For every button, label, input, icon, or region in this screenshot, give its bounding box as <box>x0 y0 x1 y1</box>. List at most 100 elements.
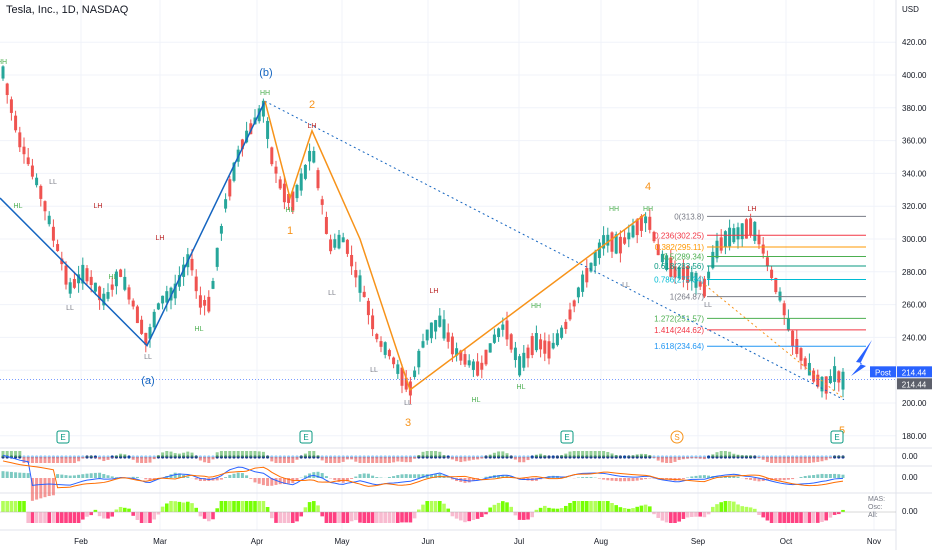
candle-body <box>72 278 76 288</box>
candle-body <box>274 166 278 174</box>
pane3-bar <box>417 509 421 512</box>
candle-body <box>534 333 538 351</box>
price-axis-tick: 300.00 <box>902 235 927 244</box>
post-price-bg <box>897 366 932 378</box>
pane3-bar <box>396 512 400 523</box>
last-price-bg <box>897 378 932 390</box>
pane2-bar <box>316 471 320 478</box>
pane1-bar <box>677 457 681 461</box>
pane1-bar <box>476 457 480 460</box>
pane2-bar <box>631 478 635 482</box>
pane3-bar <box>379 512 383 523</box>
pane1-bar <box>539 453 543 457</box>
pane2-bar <box>413 474 417 478</box>
pane1-bar <box>803 457 807 463</box>
pane1-bar <box>690 457 694 459</box>
pane3-bar <box>664 512 669 523</box>
pane2-line-b <box>2 460 844 489</box>
candle-body <box>820 376 824 392</box>
pane3-bar <box>43 512 47 523</box>
candle-body <box>425 329 429 341</box>
candle-body <box>123 276 127 290</box>
pane3-bar <box>786 512 791 523</box>
pane3-bar <box>60 512 64 523</box>
candle-body <box>215 247 219 267</box>
pane1-bar <box>501 451 505 457</box>
pane3-bar <box>765 512 770 521</box>
pane2-bar <box>287 478 291 484</box>
pane2-bar <box>732 475 736 478</box>
pane2-bar <box>803 476 807 478</box>
pane3-bar <box>408 512 413 523</box>
pane1-bar <box>261 451 265 457</box>
candle-body <box>799 348 803 361</box>
pane1-bar <box>18 451 22 457</box>
pane2-bar <box>194 478 198 480</box>
pane3-bar <box>530 512 534 518</box>
pane1-bar <box>820 457 824 462</box>
pane1-bar <box>673 457 677 462</box>
pane1-bar <box>345 457 349 460</box>
pane2-bar <box>610 478 614 481</box>
candle-body <box>782 303 786 316</box>
pane1-bar <box>392 457 396 463</box>
candle-body <box>652 231 656 242</box>
pane2-bar <box>152 478 156 480</box>
swing-label-ll: LL <box>370 367 378 374</box>
pane2-bar <box>98 472 102 478</box>
pane3-bar <box>404 512 408 523</box>
candle-body <box>77 274 81 284</box>
pane2-bar <box>30 478 34 501</box>
pane2-bar <box>266 478 270 486</box>
pane3-bar <box>732 501 736 512</box>
pane1-bar <box>744 455 748 457</box>
candle-body <box>198 295 202 308</box>
pane3-bar <box>345 512 350 523</box>
pane3-bar <box>593 501 597 512</box>
pane2-bar <box>114 477 118 478</box>
candle-body <box>291 191 295 211</box>
pane2-bar <box>400 474 404 478</box>
swing-label-lh: LH <box>430 288 439 295</box>
pane1-bar <box>224 451 228 457</box>
pane1-bar <box>522 457 526 463</box>
pane3-legend-mas: MAS: <box>868 496 885 503</box>
pane2-bar <box>245 475 249 478</box>
candle-body <box>43 201 47 212</box>
pane3-bar <box>316 505 320 512</box>
pane2-bar <box>64 475 68 478</box>
candle-body <box>303 164 307 179</box>
pane3-bar <box>320 512 324 517</box>
candle-body <box>383 342 387 355</box>
candle-body <box>102 293 106 306</box>
pane3-bar <box>601 501 606 512</box>
pane3-bar <box>656 512 660 518</box>
candle-body <box>392 357 396 365</box>
pane2-bar <box>694 475 698 478</box>
pane1-bar <box>421 451 425 457</box>
pane3-bar <box>564 505 568 512</box>
pane3-bar <box>446 508 450 512</box>
candle-body <box>47 215 51 225</box>
pane2-bar <box>51 478 55 496</box>
candle-body <box>51 226 55 241</box>
candle-body <box>89 276 93 285</box>
candle-body <box>127 287 131 300</box>
pane3-bar <box>681 512 686 519</box>
pane1-bar <box>81 457 85 459</box>
swing-label-lh: LH <box>94 203 103 210</box>
pane1-bar <box>816 457 820 462</box>
time-axis-tick: Feb <box>74 537 88 546</box>
pane3-bar <box>328 512 333 523</box>
pane3-bar <box>719 502 723 512</box>
candle-body <box>530 336 534 356</box>
candle-body <box>287 193 291 203</box>
candle-body <box>282 183 286 203</box>
fib-level-label: 1.414(244.62) <box>654 326 704 335</box>
candle-body <box>152 311 156 328</box>
pane1-bar <box>43 457 47 463</box>
pane3-bar <box>433 501 438 512</box>
swing-label-ll: LL <box>328 290 336 297</box>
